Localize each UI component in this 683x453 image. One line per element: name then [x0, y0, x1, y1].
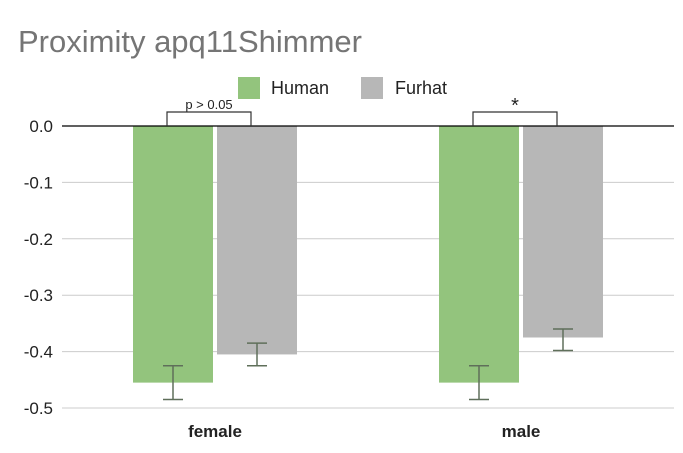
legend-swatch-human — [238, 77, 260, 99]
x-category-label: male — [502, 422, 541, 441]
significance-label: p > 0.05 — [185, 97, 232, 112]
error-bar-furhat-female — [247, 342, 267, 367]
y-tick-label: -0.4 — [24, 343, 53, 362]
y-axis-ticks: 0.0 -0.1 -0.2 -0.3 -0.4 -0.5 — [24, 117, 53, 418]
error-bar-human-male — [469, 364, 489, 401]
legend-label-human: Human — [271, 78, 329, 98]
legend: Human Furhat — [238, 77, 447, 99]
significance-bracket — [166, 111, 252, 126]
chart-title: Proximity apq11Shimmer — [18, 24, 362, 59]
error-bar-furhat-male — [553, 328, 573, 352]
x-axis-labels: female male — [188, 422, 540, 441]
legend-swatch-furhat — [361, 77, 383, 99]
significance-label: * — [511, 95, 519, 117]
y-tick-label: -0.2 — [24, 230, 53, 249]
error-bars — [163, 328, 573, 401]
bar-human-female — [133, 126, 213, 383]
significance-annotations: p > 0.05 * — [166, 95, 558, 126]
y-tick-label: -0.5 — [24, 399, 53, 418]
legend-label-furhat: Furhat — [395, 78, 447, 98]
y-tick-label: -0.3 — [24, 286, 53, 305]
bar-human-male — [439, 126, 519, 383]
error-bar-human-female — [163, 364, 183, 401]
x-category-label: female — [188, 422, 242, 441]
y-tick-label: 0.0 — [29, 117, 53, 136]
bar-furhat-male — [523, 126, 603, 338]
significance-bracket — [472, 111, 558, 126]
bar-furhat-female — [217, 126, 297, 355]
bars — [133, 126, 603, 383]
y-tick-label: -0.1 — [24, 173, 53, 192]
